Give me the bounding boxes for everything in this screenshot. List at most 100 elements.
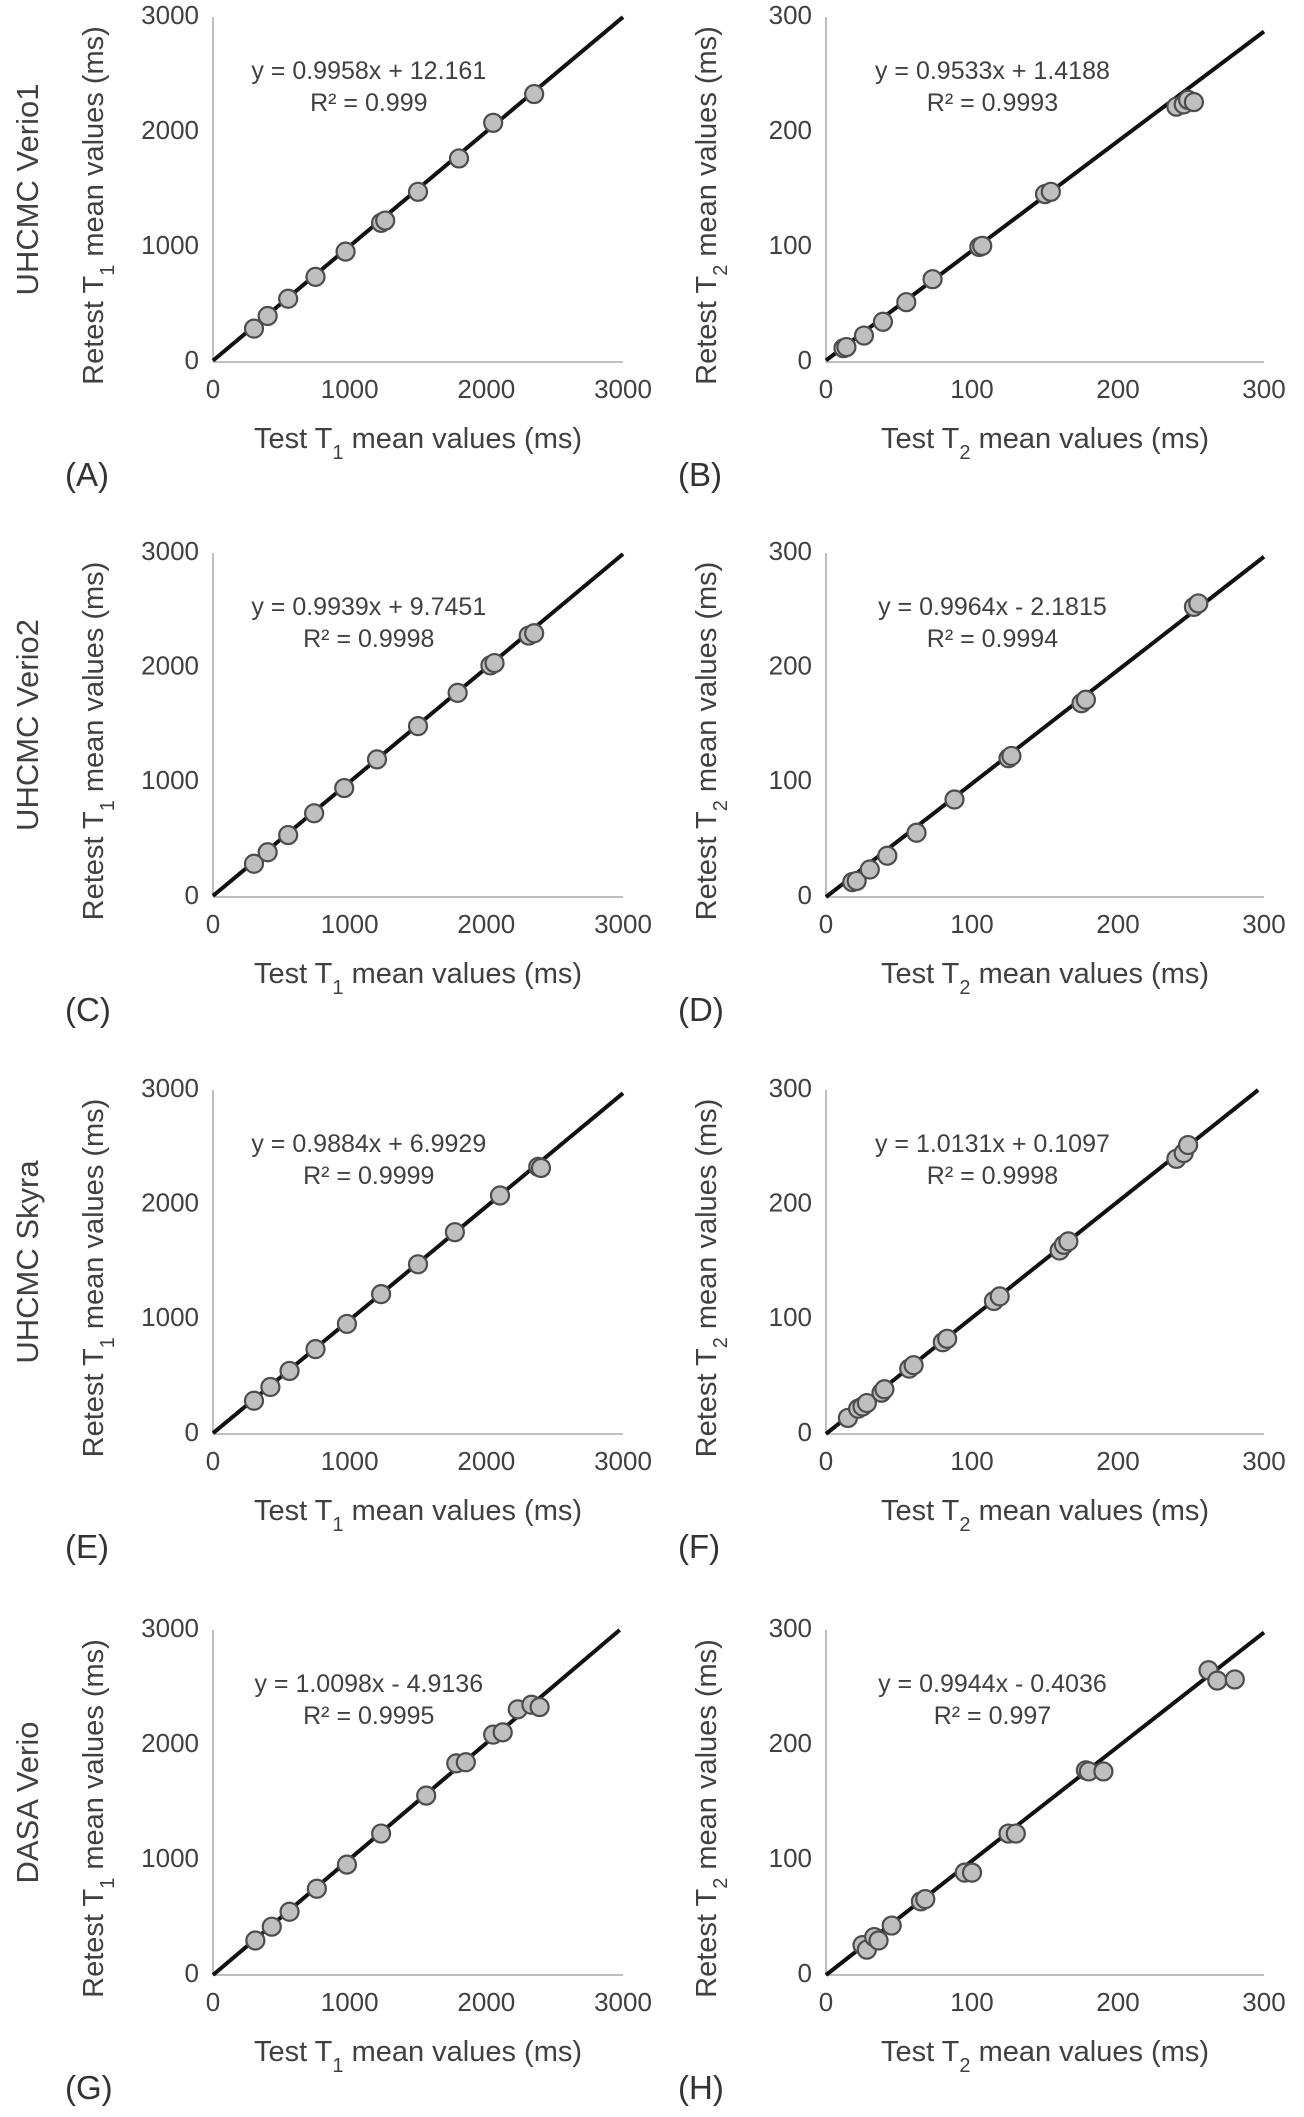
x-tick-label: 1000 xyxy=(321,1446,379,1476)
data-point xyxy=(937,1328,958,1349)
y-tick-label: 300 xyxy=(769,536,812,566)
data-point xyxy=(335,241,356,262)
y-axis-label: Retest T1 mean values (ms) xyxy=(78,1099,119,1458)
x-tick-label: 300 xyxy=(1242,374,1285,404)
r-squared-label: R² = 0.9998 xyxy=(927,1162,1058,1190)
data-point xyxy=(278,288,299,309)
data-point xyxy=(484,652,505,674)
scatter-panel-f: 0 100 200 300 0 100 200 300 y = 1.0131x + 0.1097… xyxy=(678,1073,1286,1565)
scatter-panel-h: 0 100 200 300 0 100 200 300 y = 0.9944x - 0.4036… xyxy=(678,1613,1286,2106)
data-point xyxy=(257,842,278,863)
data-point xyxy=(868,1930,889,1951)
r-squared-label: R² = 0.9995 xyxy=(303,1702,434,1730)
data-point xyxy=(483,112,504,133)
scatter-panel-a: 0 1000 2000 3000 0 1000 2000 3000 y = 0.9958x + … xyxy=(65,0,652,493)
data-point xyxy=(846,870,867,892)
scatter-panel-b: 0 100 200 300 0 100 200 300 y = 0.9533x + 1.4188… xyxy=(678,0,1286,493)
y-tick-label: 0 xyxy=(185,345,199,375)
data-point xyxy=(371,1284,392,1305)
scatter-panel-e: 0 1000 2000 3000 0 1000 2000 3000 y = 0.9884x + … xyxy=(65,1073,652,1565)
y-tick-label: 0 xyxy=(798,1417,812,1447)
x-tick-label: 1000 xyxy=(321,909,379,939)
data-point xyxy=(305,1339,326,1360)
x-axis-label: Test T1 mean values (ms) xyxy=(254,958,582,999)
data-point xyxy=(530,1157,552,1179)
data-point xyxy=(407,181,429,202)
y-tick-label: 0 xyxy=(185,880,199,910)
x-tick-label: 0 xyxy=(819,1446,833,1476)
x-tick-label: 0 xyxy=(206,1987,220,2017)
data-point xyxy=(961,1862,983,1883)
y-axis-label: Retest T2 mean values (ms) xyxy=(691,26,732,385)
x-tick-label: 100 xyxy=(950,374,993,404)
y-tick-label: 1000 xyxy=(141,230,199,260)
y-tick-label: 1000 xyxy=(141,1302,199,1332)
data-point xyxy=(524,623,545,644)
data-point xyxy=(492,1722,513,1743)
data-point xyxy=(1183,91,1205,113)
data-point xyxy=(260,1376,281,1398)
scatter-panel-c: 0 1000 2000 3000 0 1000 2000 3000 y = 0.9939x + … xyxy=(65,536,652,1028)
row-label: DASA Verio xyxy=(10,1722,45,1884)
y-tick-label: 0 xyxy=(185,1417,199,1447)
y-tick-label: 2000 xyxy=(141,1188,199,1218)
x-axis-label: Test T2 mean values (ms) xyxy=(881,958,1209,999)
y-tick-label: 3000 xyxy=(141,0,199,30)
y-tick-label: 100 xyxy=(769,230,812,260)
x-tick-label: 100 xyxy=(950,1446,993,1476)
x-axis-label: Test T1 mean values (ms) xyxy=(254,2036,582,2077)
x-tick-label: 1000 xyxy=(321,374,379,404)
data-point xyxy=(336,1854,358,1875)
y-tick-label: 3000 xyxy=(141,536,199,566)
x-tick-label: 2000 xyxy=(457,1446,515,1476)
data-point xyxy=(922,269,943,290)
data-point xyxy=(872,311,894,332)
x-axis-label: Test T1 mean values (ms) xyxy=(254,423,582,464)
y-tick-label: 0 xyxy=(798,880,812,910)
data-point xyxy=(243,1390,265,1411)
r-squared-label: R² = 0.999 xyxy=(310,89,427,117)
data-point xyxy=(336,1313,358,1335)
y-tick-label: 0 xyxy=(798,345,812,375)
x-tick-label: 0 xyxy=(206,909,220,939)
data-point xyxy=(944,789,965,810)
panel-label: (H) xyxy=(678,2069,724,2106)
x-tick-label: 200 xyxy=(1096,374,1139,404)
data-point xyxy=(903,1355,924,1376)
trendline-equation: y = 0.9939x + 9.7451 xyxy=(251,593,486,621)
y-tick-label: 200 xyxy=(769,115,812,145)
data-point xyxy=(881,1915,902,1936)
data-point xyxy=(1075,689,1096,710)
data-point xyxy=(836,336,857,358)
y-tick-label: 3000 xyxy=(141,1073,199,1103)
panel-label: (D) xyxy=(678,991,724,1028)
data-point xyxy=(896,292,917,313)
data-point xyxy=(305,266,326,287)
y-tick-label: 300 xyxy=(769,0,812,30)
x-axis-label: Test T2 mean values (ms) xyxy=(881,423,1209,464)
data-point xyxy=(416,1785,437,1806)
x-tick-label: 2000 xyxy=(457,909,515,939)
data-point xyxy=(906,822,927,843)
r-squared-label: R² = 0.997 xyxy=(934,1702,1051,1730)
x-axis-label: Test T2 mean values (ms) xyxy=(881,1495,1209,1536)
x-tick-label: 0 xyxy=(206,1446,220,1476)
row-label: UHCMC Verio2 xyxy=(10,619,45,831)
x-tick-label: 200 xyxy=(1096,909,1139,939)
x-axis-label: Test T2 mean values (ms) xyxy=(881,2036,1209,2077)
x-tick-label: 2000 xyxy=(457,374,515,404)
data-point xyxy=(1188,593,1209,614)
data-point xyxy=(455,1752,476,1773)
y-tick-label: 100 xyxy=(769,1302,812,1332)
data-point xyxy=(989,1286,1010,1307)
panel-label: (E) xyxy=(65,1528,109,1565)
data-point xyxy=(972,235,993,256)
data-point xyxy=(261,1916,282,1937)
y-tick-label: 100 xyxy=(769,765,812,795)
y-tick-label: 3000 xyxy=(141,1613,199,1643)
y-tick-label: 200 xyxy=(769,1728,812,1758)
y-tick-label: 2000 xyxy=(141,115,199,145)
data-point xyxy=(278,824,299,846)
